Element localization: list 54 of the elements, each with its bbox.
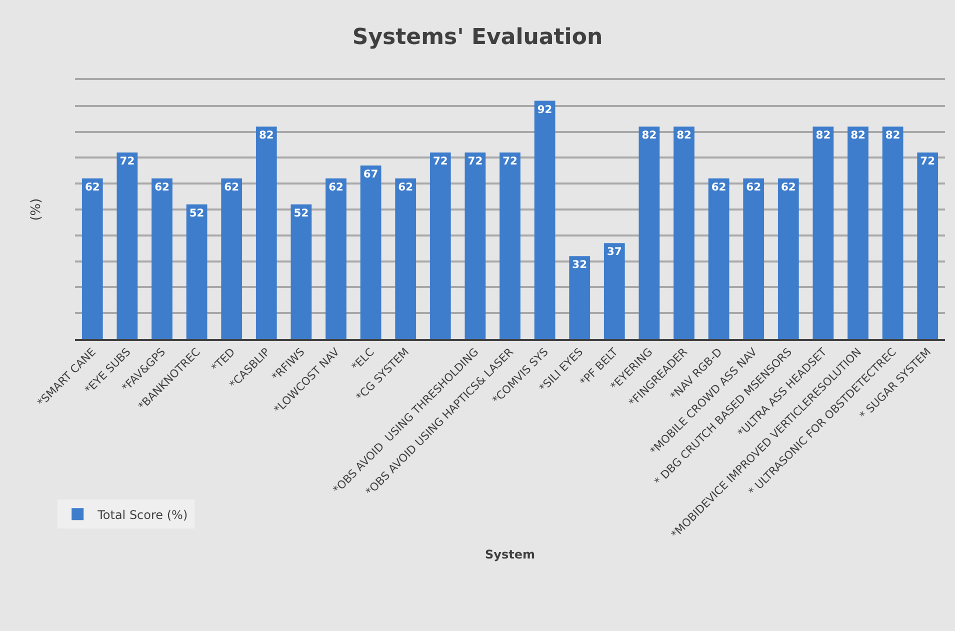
bar (360, 165, 382, 339)
bar (674, 126, 694, 339)
data-label: 72 (120, 154, 135, 168)
y-axis-title: (%) (28, 198, 44, 221)
bar (848, 126, 868, 339)
data-label: 62 (746, 180, 762, 194)
data-label: 72 (432, 154, 448, 168)
bar (812, 126, 834, 339)
data-label: 62 (711, 180, 726, 194)
data-label: 62 (154, 180, 170, 194)
data-label: 52 (189, 206, 204, 220)
data-label: 32 (572, 258, 588, 272)
x-axis-title: System (485, 547, 535, 562)
bar (256, 126, 277, 339)
data-label: 62 (224, 180, 240, 194)
bar (116, 152, 138, 339)
data-label: 62 (780, 180, 796, 194)
bar (395, 178, 416, 339)
bar (152, 178, 172, 339)
bar (917, 152, 938, 339)
bar (82, 178, 103, 339)
data-label: 62 (84, 180, 100, 194)
bar (500, 152, 520, 339)
bar (221, 178, 242, 339)
chart-title: Systems' Evaluation (352, 24, 603, 50)
data-label: 72 (468, 154, 483, 168)
data-label: 82 (816, 128, 831, 142)
data-label: 82 (258, 128, 274, 142)
data-label: 52 (294, 206, 309, 220)
data-label: 62 (398, 180, 414, 194)
bar (708, 178, 730, 339)
data-label: 72 (502, 154, 518, 168)
data-label: 82 (850, 128, 866, 142)
bar (290, 204, 312, 339)
bar (186, 204, 208, 339)
bar (569, 256, 590, 339)
bar (743, 178, 764, 339)
bar (604, 243, 625, 339)
data-label: 62 (328, 180, 344, 194)
bar (882, 126, 904, 339)
data-label: 67 (363, 168, 378, 181)
legend-label: Total Score (%) (96, 508, 188, 522)
bar (638, 126, 660, 339)
data-label: 82 (676, 128, 692, 142)
data-label: 72 (920, 154, 936, 168)
data-label: 82 (885, 128, 900, 142)
data-label: 82 (642, 128, 657, 142)
bar (464, 152, 486, 339)
bar (778, 178, 799, 339)
bar (430, 152, 451, 339)
data-label: 92 (537, 102, 552, 116)
bar (534, 100, 556, 339)
data-label: 37 (606, 245, 622, 258)
bar (326, 178, 346, 339)
